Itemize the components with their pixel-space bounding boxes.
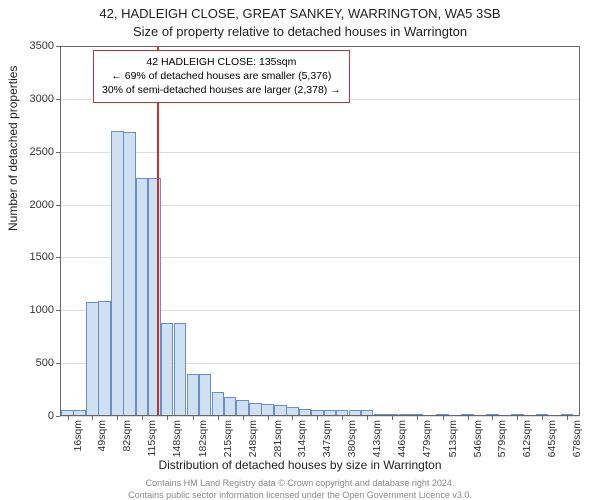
x-tick-mark — [443, 416, 444, 420]
x-axis-label: Distribution of detached houses by size … — [0, 458, 600, 472]
x-tick-mark — [392, 416, 393, 420]
x-tick-label: 678sqm — [571, 420, 583, 457]
x-tick-mark — [268, 416, 269, 420]
plot-area: 42 HADLEIGH CLOSE: 135sqm← 69% of detach… — [60, 46, 580, 416]
x-tick-label: 248sqm — [247, 420, 259, 457]
x-tick-mark — [542, 416, 543, 420]
y-tick-label: 0 — [0, 410, 54, 422]
x-tick-mark — [117, 416, 118, 420]
x-tick-label: 479sqm — [421, 420, 433, 457]
x-tick-mark — [567, 416, 568, 420]
gridline — [60, 152, 580, 153]
histogram-bar — [261, 404, 273, 416]
x-tick-mark — [417, 416, 418, 420]
x-tick-mark — [292, 416, 293, 420]
y-tick-mark — [56, 363, 60, 364]
x-tick-mark — [517, 416, 518, 420]
x-tick-mark — [167, 416, 168, 420]
histogram-bar — [299, 409, 311, 416]
callout-line: 30% of semi-detached houses are larger (… — [102, 83, 341, 97]
y-tick-label: 3500 — [0, 40, 54, 52]
x-tick-mark — [142, 416, 143, 420]
histogram-bar — [349, 410, 361, 416]
x-tick-mark — [218, 416, 219, 420]
histogram-bar — [274, 405, 286, 416]
callout-line: 42 HADLEIGH CLOSE: 135sqm — [102, 55, 341, 69]
y-tick-label: 3000 — [0, 93, 54, 105]
histogram-bar — [111, 131, 123, 416]
y-tick-label: 2000 — [0, 199, 54, 211]
histogram-bar — [187, 374, 199, 416]
x-tick-label: 546sqm — [472, 420, 484, 457]
histogram-bar — [212, 392, 224, 416]
x-tick-mark — [317, 416, 318, 420]
x-tick-label: 645sqm — [546, 420, 558, 457]
x-tick-label: 115sqm — [146, 420, 158, 457]
y-tick-mark — [56, 99, 60, 100]
x-tick-label: 215sqm — [222, 420, 234, 457]
histogram-bar — [98, 301, 110, 416]
x-tick-mark — [193, 416, 194, 420]
chart-title-line2: Size of property relative to detached ho… — [0, 24, 600, 39]
y-tick-label: 500 — [0, 357, 54, 369]
x-tick-label: 49sqm — [96, 420, 108, 452]
gridline — [60, 416, 580, 417]
y-tick-mark — [56, 46, 60, 47]
x-tick-label: 413sqm — [371, 420, 383, 457]
footer-line2: Contains public sector information licen… — [0, 490, 600, 500]
x-tick-label: 314sqm — [296, 420, 308, 457]
x-tick-label: 16sqm — [72, 420, 84, 452]
x-tick-label: 182sqm — [197, 420, 209, 457]
histogram-bar — [73, 410, 85, 416]
histogram-bar — [286, 407, 298, 417]
x-tick-mark — [68, 416, 69, 420]
y-tick-label: 1000 — [0, 304, 54, 316]
x-tick-mark — [92, 416, 93, 420]
x-tick-mark — [367, 416, 368, 420]
histogram-bar — [174, 323, 186, 416]
histogram-bar — [399, 414, 411, 416]
callout-line: ← 69% of detached houses are smaller (5,… — [102, 69, 341, 83]
x-tick-mark — [342, 416, 343, 420]
x-tick-label: 380sqm — [346, 420, 358, 457]
histogram-bar — [324, 410, 336, 416]
gridline — [60, 46, 580, 47]
y-tick-mark — [56, 310, 60, 311]
histogram-bar — [236, 400, 248, 416]
x-tick-label: 579sqm — [496, 420, 508, 457]
chart-title-line1: 42, HADLEIGH CLOSE, GREAT SANKEY, WARRIN… — [0, 6, 600, 21]
callout-box: 42 HADLEIGH CLOSE: 135sqm← 69% of detach… — [93, 50, 350, 103]
x-tick-label: 281sqm — [272, 420, 284, 457]
histogram-bar — [374, 414, 386, 416]
footer-line1: Contains HM Land Registry data © Crown c… — [0, 478, 600, 488]
x-tick-label: 612sqm — [521, 420, 533, 457]
y-tick-label: 1500 — [0, 251, 54, 263]
histogram-bar — [86, 302, 98, 416]
y-tick-mark — [56, 257, 60, 258]
histogram-bar — [136, 178, 148, 416]
histogram-bar — [249, 403, 261, 416]
histogram-bar — [224, 397, 236, 416]
x-tick-label: 347sqm — [321, 420, 333, 457]
x-tick-label: 446sqm — [396, 420, 408, 457]
histogram-bar — [123, 132, 135, 416]
y-tick-mark — [56, 416, 60, 417]
y-tick-label: 2500 — [0, 146, 54, 158]
x-tick-mark — [243, 416, 244, 420]
histogram-bar — [199, 374, 211, 416]
x-tick-mark — [492, 416, 493, 420]
histogram-bar — [161, 323, 173, 416]
y-tick-mark — [56, 205, 60, 206]
x-tick-label: 513sqm — [447, 420, 459, 457]
x-tick-mark — [468, 416, 469, 420]
x-tick-label: 148sqm — [171, 420, 183, 457]
x-tick-label: 82sqm — [121, 420, 133, 452]
y-tick-mark — [56, 152, 60, 153]
